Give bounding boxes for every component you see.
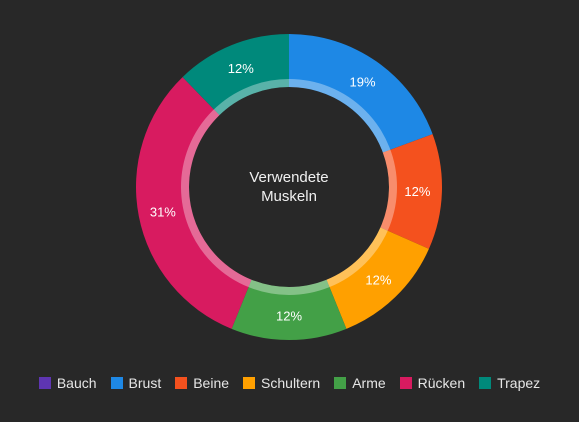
legend-item-beine[interactable]: Beine [175, 375, 229, 391]
inner-ring-highlight [181, 79, 397, 295]
legend-swatch [110, 377, 123, 389]
center-label-line-2: Muskeln [261, 188, 317, 205]
legend-item-rücken[interactable]: Rücken [399, 375, 466, 391]
legend-swatch [479, 377, 492, 389]
legend-item-arme[interactable]: Arme [334, 375, 386, 391]
legend-label: Arme [352, 375, 386, 391]
slice-brust[interactable] [289, 34, 433, 153]
legend-label: Brust [128, 375, 162, 391]
slice-trapez[interactable] [182, 34, 289, 116]
donut-chart: 19% 12% 12% 12% 31% 12% Verwendete Muskeln [135, 34, 443, 341]
legend-swatch [175, 377, 188, 389]
legend-item-trapez[interactable]: Trapez [479, 375, 540, 391]
slice-label-arme: 12% [276, 309, 302, 324]
slice-label-brust: 19% [350, 75, 376, 90]
legend-swatch [243, 377, 256, 389]
legend-label: Rücken [417, 375, 466, 391]
legend-item-bauch[interactable]: Bauch [38, 375, 97, 391]
slice-beine[interactable] [380, 134, 443, 249]
legend: Bauch Brust Beine Schultern Arme Rücken Trapez [0, 375, 579, 391]
slices-group [135, 34, 443, 341]
legend-swatch [38, 377, 51, 389]
legend-item-schultern[interactable]: Schultern [243, 375, 320, 391]
slice-arme[interactable] [231, 279, 347, 341]
slice-label-trapez: 12% [228, 61, 254, 76]
legend-item-brust[interactable]: Brust [110, 375, 162, 391]
center-label-line-1: Verwendete [249, 169, 328, 186]
slice-rücken[interactable] [135, 77, 252, 329]
slice-label-schultern: 12% [365, 272, 391, 287]
legend-label: Trapez [497, 375, 541, 391]
legend-label: Schultern [261, 375, 321, 391]
slice-label-rücken: 31% [150, 205, 176, 220]
slice-label-beine: 12% [404, 184, 430, 199]
legend-swatch [399, 377, 412, 389]
legend-swatch [334, 377, 347, 389]
slice-schultern[interactable] [326, 227, 429, 329]
legend-label: Bauch [56, 375, 97, 391]
legend-label: Beine [193, 375, 230, 391]
slice-labels-group: 19% 12% 12% 12% 31% 12% [150, 61, 431, 324]
